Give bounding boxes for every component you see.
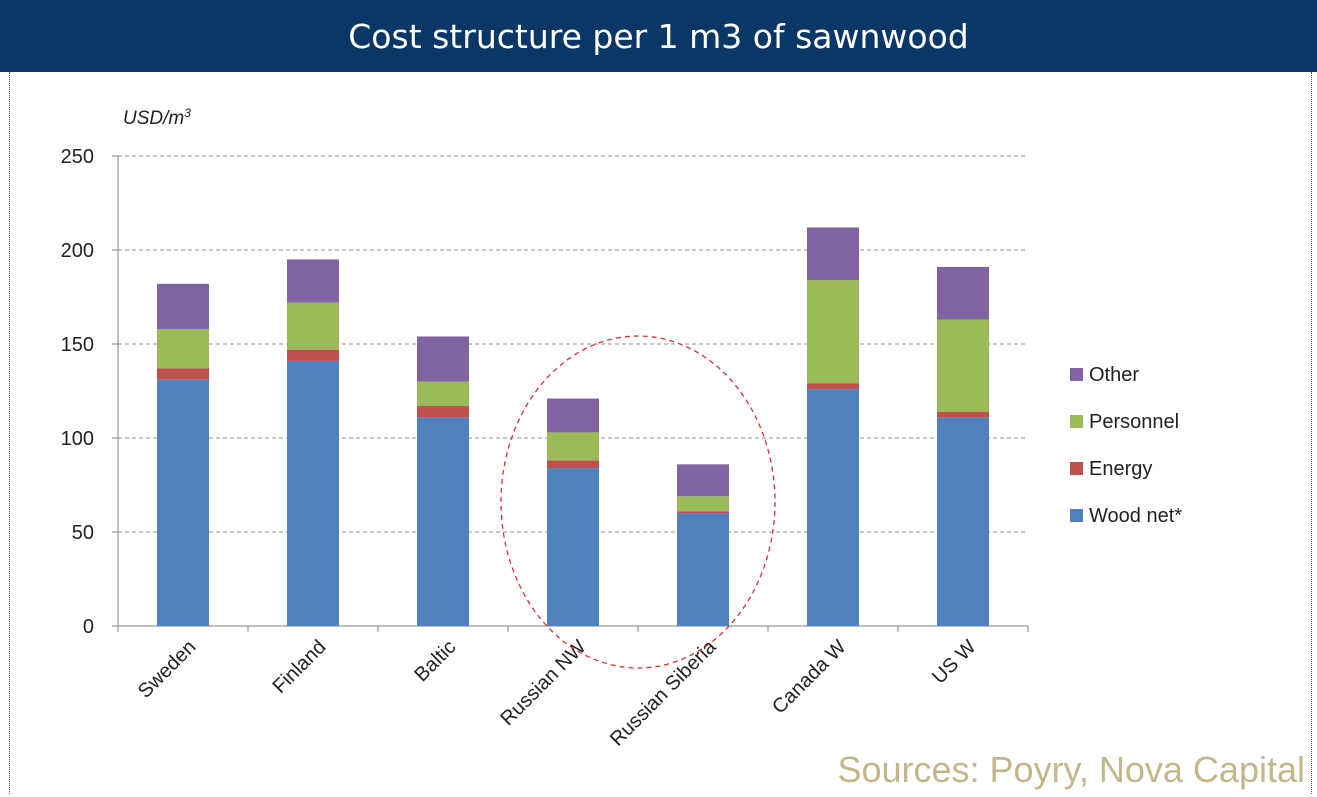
legend-swatch [1070,462,1083,475]
bar-energy-russian-siberia [677,511,729,514]
bar-other-finland [287,259,339,303]
x-tick-label: Finland [269,636,331,698]
annotations [500,335,776,669]
y-tick-label: 50 [72,522,94,544]
sources-note: Sources: Poyry, Nova Capital [837,749,1305,790]
bar-personnel-baltic [417,381,469,407]
legend-label: Personnel [1089,411,1179,433]
bar-energy-us-w [937,411,989,418]
bar-personnel-us-w [937,319,989,412]
bar-other-russian-siberia [677,464,729,497]
y-tick-label: 0 [83,616,94,638]
bar-energy-baltic [417,406,469,418]
bar-other-baltic [417,336,469,382]
bar-wood-net-russian-nw [547,468,599,626]
x-tick-label: US W [928,636,981,689]
bars [157,227,989,626]
x-tick-label: Russian Siberia [606,635,721,750]
y-tick-label: 250 [61,146,94,168]
y-tick-label: 200 [61,240,94,262]
bar-wood-net-canada-w [807,389,859,626]
y-tick-label: 150 [61,334,94,356]
legend-swatch [1070,368,1083,381]
bar-energy-russian-nw [547,460,599,469]
bar-other-sweden [157,283,209,329]
y-tick-label: 100 [61,428,94,450]
x-tick-label: Baltic [410,636,460,686]
bar-personnel-russian-siberia [677,496,729,512]
x-tick-label: Sweden [134,636,201,703]
bar-other-canada-w [807,227,859,281]
bar-energy-sweden [157,368,209,380]
legend-swatch [1070,509,1083,522]
y-axis-label: USD/m3 [123,106,191,129]
legend-label: Other [1089,364,1139,386]
x-tick-label: Russian NW [496,636,590,730]
bar-personnel-canada-w [807,280,859,384]
x-tick-label: Canada W [768,636,850,718]
dashed-ellipse-annotation [500,335,776,669]
legend-label: Wood net* [1089,505,1182,527]
legend-label: Energy [1089,458,1152,480]
bar-wood-net-baltic [417,417,469,626]
bar-energy-canada-w [807,383,859,390]
bar-other-russian-nw [547,398,599,433]
legend-swatch [1070,415,1083,428]
bar-wood-net-sweden [157,379,209,626]
bar-wood-net-russian-siberia [677,513,729,626]
bar-wood-net-finland [287,360,339,626]
bar-personnel-sweden [157,328,209,369]
bar-energy-finland [287,349,339,361]
bar-personnel-finland [287,302,339,350]
page-title: Cost structure per 1 m3 of sawnwood [0,0,1317,72]
chart-frame [9,72,1312,794]
legend: Other Personnel Energy Wood net* [1070,364,1182,527]
bar-personnel-russian-nw [547,432,599,461]
bar-wood-net-us-w [937,417,989,626]
bar-other-us-w [937,266,989,320]
